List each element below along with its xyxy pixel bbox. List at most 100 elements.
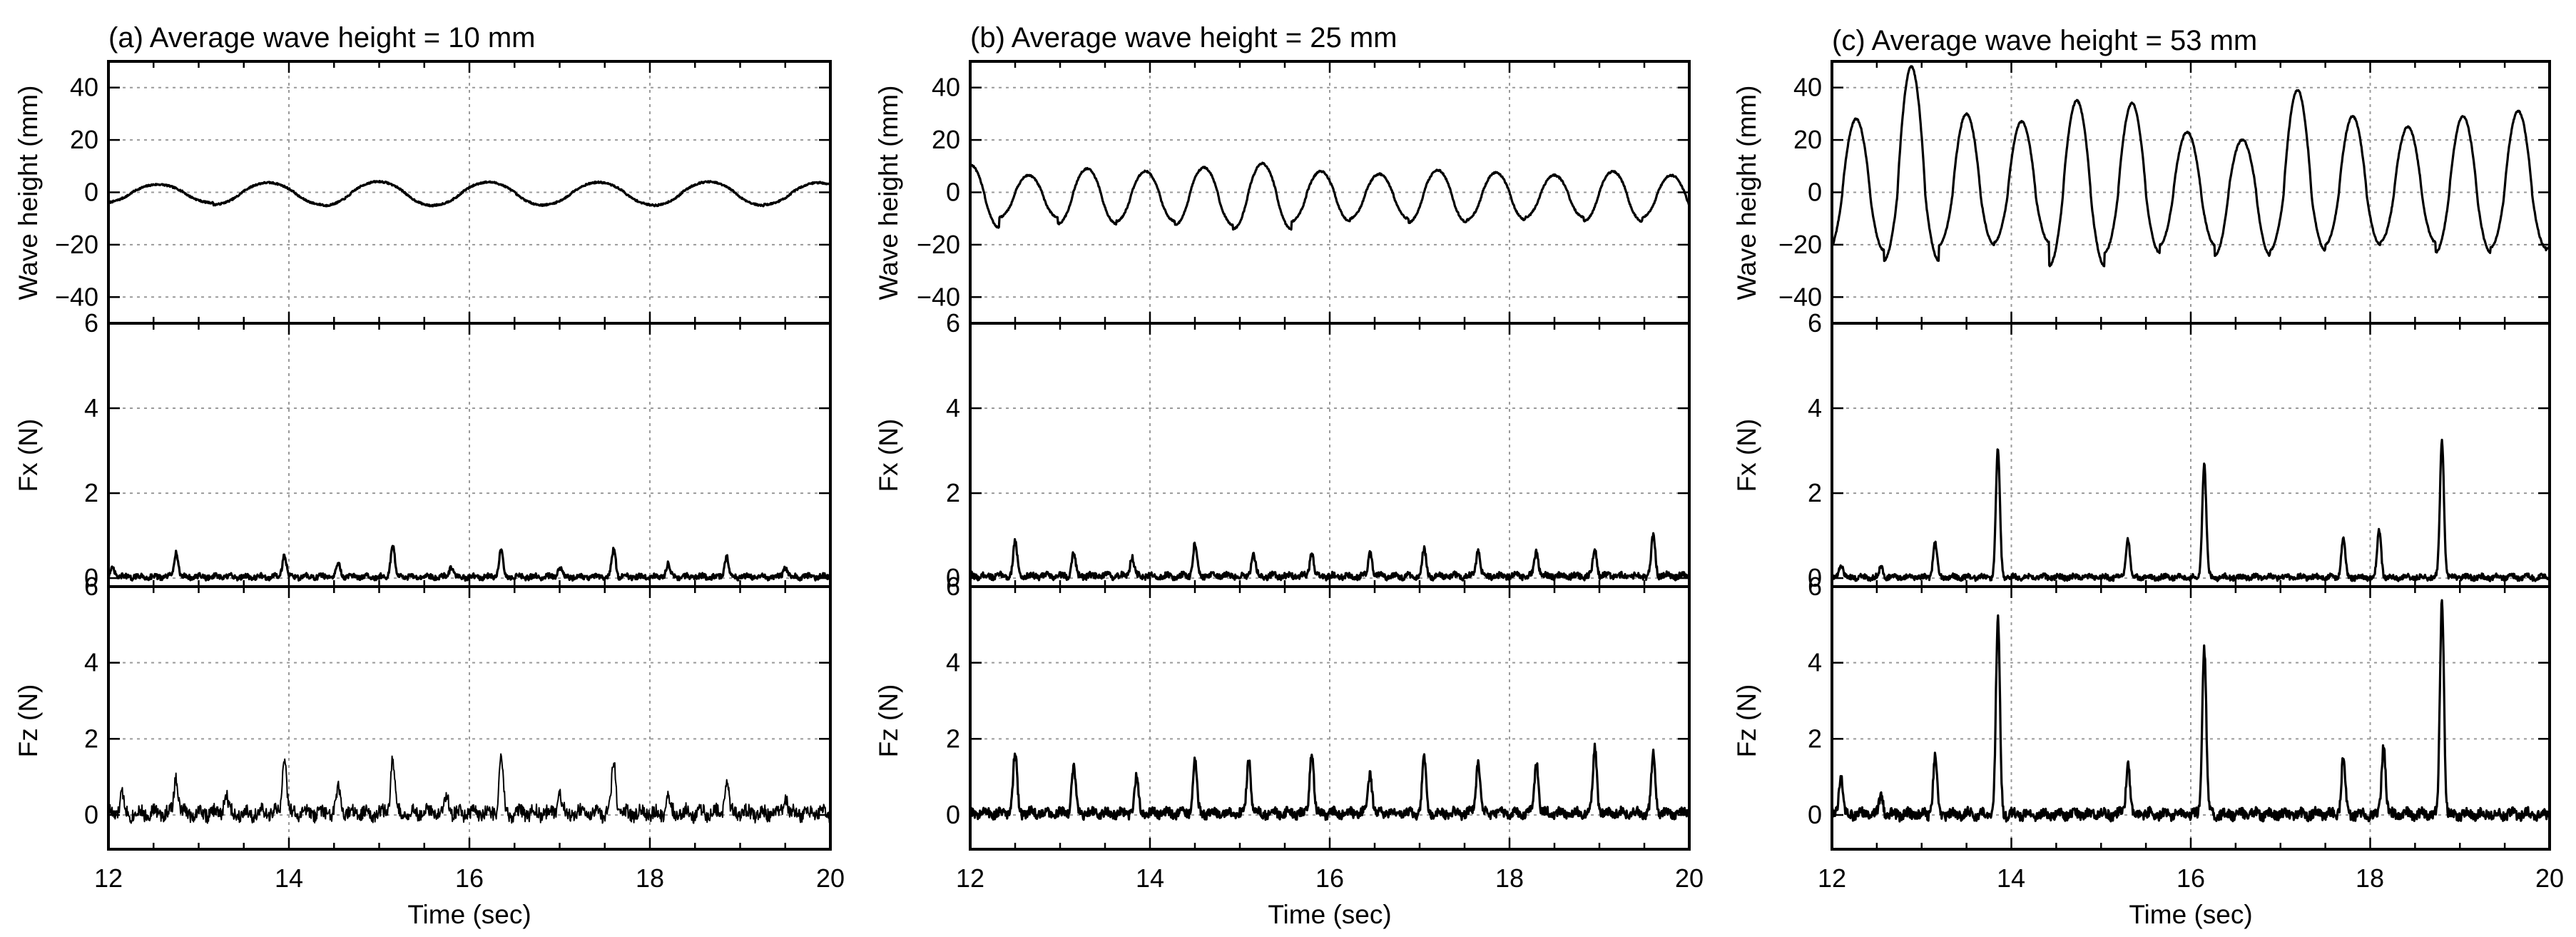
panel-b-fz-ytick-label: 6 <box>946 572 960 601</box>
panel-b-wave-plot: 40 20 0 −20 −40 <box>917 60 1691 325</box>
panel-a-fz-ytick-label: 4 <box>84 648 98 677</box>
panel-c-xtick-16: 16 <box>2177 863 2205 893</box>
panel-a-wave-subplot: 40 20 0 −20 −40 Wave height (mm) <box>14 60 832 325</box>
panel-a-x-ticks: 12 14 16 18 20 <box>94 863 845 893</box>
panel-b-fx-plot: 6 4 2 0 <box>946 308 1691 592</box>
panel-a-wave-ytick-label: 20 <box>70 125 98 154</box>
panel-c-fz-plot: 6 4 2 0 <box>1808 572 2551 851</box>
panel-c-fz-ylabel: Fz (N) <box>1732 684 1761 758</box>
panel-b-fx-ytick-label: 6 <box>946 308 960 338</box>
panel-b-xtick-12: 12 <box>956 863 984 893</box>
panel-a-xtick-16: 16 <box>455 863 484 893</box>
panel-c-fz-ytick-label: 0 <box>1808 800 1822 829</box>
panel-a-fz-ytick-label: 0 <box>84 800 98 829</box>
panel-c-fx-ytick-label: 0 <box>1808 563 1822 592</box>
panel-b-fx-ytick-label: 2 <box>946 478 960 507</box>
panel-a-wave-ytick-label: −40 <box>55 282 98 311</box>
panel-a-fz-subplot: 6 4 2 0 Fz (N) <box>14 572 832 851</box>
panel-c-wave-ytick-label: 20 <box>1793 125 1822 154</box>
panel-a-fz-trace <box>108 753 831 824</box>
panel-c-xlabel: Time (sec) <box>2129 900 2252 929</box>
panel-b-x-ticks: 12 14 16 18 20 <box>956 863 1704 893</box>
panel-a-fx-ytick-label: 6 <box>84 308 98 338</box>
panel-b-wave-ytick-label: 40 <box>932 73 960 102</box>
panel-b-wave-trace <box>969 161 1691 231</box>
panel-a: (a) Average wave height = 10 mm 40200−20… <box>14 22 845 929</box>
panel-b-title: (b) Average wave height = 25 mm <box>970 22 1397 54</box>
panel-a-wave-ytick-label: −20 <box>55 230 98 259</box>
panel-c-fz-subplot: 6 4 2 0 Fz (N) <box>1732 572 2551 851</box>
panel-a-fx-ytick-label: 2 <box>84 478 98 507</box>
panel-b-xlabel: Time (sec) <box>1268 900 1391 929</box>
panel-a-fx-subplot: 6 4 2 0 Fx (N) <box>14 308 832 592</box>
panel-a-fx-trace <box>108 545 832 582</box>
panel-b-xtick-14: 14 <box>1136 863 1164 893</box>
panel-b-fz-trace <box>969 742 1691 821</box>
panel-a-wave-ytick-label: 0 <box>84 178 98 207</box>
panel-c-fx-ytick-label: 6 <box>1808 308 1822 338</box>
panel-c-xtick-14: 14 <box>1997 863 2025 893</box>
panel-b-wave-ytick-label: −20 <box>917 230 960 259</box>
panel-b: (b) Average wave height = 25 mm 40200−20… <box>874 22 1704 929</box>
panel-c-wave-ytick-label: −20 <box>1778 230 1822 259</box>
panel-b-fx-ytick-label: 4 <box>946 393 960 422</box>
panel-c-fz-ytick-label: 2 <box>1808 724 1822 753</box>
panel-a-fx-ylabel: Fx (N) <box>14 419 43 492</box>
panel-b-wave-ytick-label: −40 <box>917 282 960 311</box>
panel-c-fx-ylabel: Fx (N) <box>1732 419 1761 492</box>
panel-c-fx-ytick-label: 4 <box>1808 393 1822 422</box>
panel-c-fx-plot: 6 4 2 0 <box>1808 308 2551 592</box>
panel-a-fz-ylabel: Fz (N) <box>14 684 43 758</box>
panel-b-fz-ytick-label: 4 <box>946 648 960 677</box>
panel-c-xtick-12: 12 <box>1818 863 1846 893</box>
panel-a-wave-ylabel: Wave height (mm) <box>14 86 43 300</box>
panel-a-wave-plot: 40 20 0 −20 −40 <box>55 60 832 325</box>
panel-a-xtick-18: 18 <box>636 863 664 893</box>
panel-c-wave-ytick-label: 0 <box>1808 178 1822 207</box>
panel-c-wave-ytick-label: 40 <box>1793 73 1822 102</box>
panel-b-wave-subplot: 40 20 0 −20 −40 Wave height (mm) <box>874 60 1691 325</box>
panel-a-wave-ytick-label: 40 <box>70 73 98 102</box>
panel-b-wave-ylabel: Wave height (mm) <box>874 86 903 300</box>
panel-c-fz-ytick-label: 6 <box>1808 572 1822 601</box>
panel-b-xtick-18: 18 <box>1495 863 1524 893</box>
panel-a-wave-trace <box>107 180 831 208</box>
panel-a-fz-plot: 6 4 2 0 <box>84 572 832 851</box>
panel-b-xtick-16: 16 <box>1315 863 1344 893</box>
panel-a-title: (a) Average wave height = 10 mm <box>108 22 535 54</box>
panel-a-fz-ytick-label: 6 <box>84 572 98 601</box>
panel-c-wave-trace <box>1831 65 2551 268</box>
panel-c-wave-plot: 40 20 0 −20 −40 <box>1778 60 2551 325</box>
panel-a-fx-ytick-label: 0 <box>84 563 98 592</box>
panel-a-xtick-14: 14 <box>275 863 303 893</box>
panel-c-fz-ytick-label: 4 <box>1808 648 1822 677</box>
panel-b-xtick-20: 20 <box>1675 863 1704 893</box>
panel-c-title: (c) Average wave height = 53 mm <box>1832 25 2257 56</box>
panel-b-wave-ytick-label: 20 <box>932 125 960 154</box>
panel-a-xtick-20: 20 <box>816 863 845 893</box>
panel-a-xlabel: Time (sec) <box>407 900 531 929</box>
panel-b-fx-ylabel: Fx (N) <box>874 419 903 492</box>
panel-c-xtick-20: 20 <box>2535 863 2564 893</box>
panel-b-fz-ytick-label: 2 <box>946 724 960 753</box>
panel-c-fz-trace <box>1831 599 2551 823</box>
panel-a-fx-plot: 6 4 2 0 <box>84 308 832 592</box>
panel-c-fx-ytick-label: 2 <box>1808 478 1822 507</box>
panel-c-wave-subplot: 40 20 0 −20 −40 Wave height (mm) <box>1732 60 2551 325</box>
panel-c: (c) Average wave height = 53 mm 40200−20… <box>1732 25 2564 929</box>
panel-b-fz-plot: 6 4 2 0 <box>946 572 1691 851</box>
panel-a-fx-ytick-label: 4 <box>84 393 98 422</box>
panel-c-wave-ylabel: Wave height (mm) <box>1732 86 1761 300</box>
panel-b-fx-ytick-label: 0 <box>946 563 960 592</box>
panel-a-fz-ytick-label: 2 <box>84 724 98 753</box>
panel-b-fx-subplot: 6 4 2 0 Fx (N) <box>874 308 1691 592</box>
panel-b-wave-ytick-label: 0 <box>946 178 960 207</box>
panel-c-wave-ytick-label: −40 <box>1778 282 1822 311</box>
panel-a-xtick-12: 12 <box>94 863 123 893</box>
panel-c-x-ticks: 12 14 16 18 20 <box>1818 863 2564 893</box>
panel-c-xtick-18: 18 <box>2356 863 2384 893</box>
panel-b-fz-ytick-label: 0 <box>946 800 960 829</box>
panel-c-fx-subplot: 6 4 2 0 Fx (N) <box>1732 308 2551 592</box>
panel-b-fz-subplot: 6 4 2 0 Fz (N) <box>874 572 1691 851</box>
